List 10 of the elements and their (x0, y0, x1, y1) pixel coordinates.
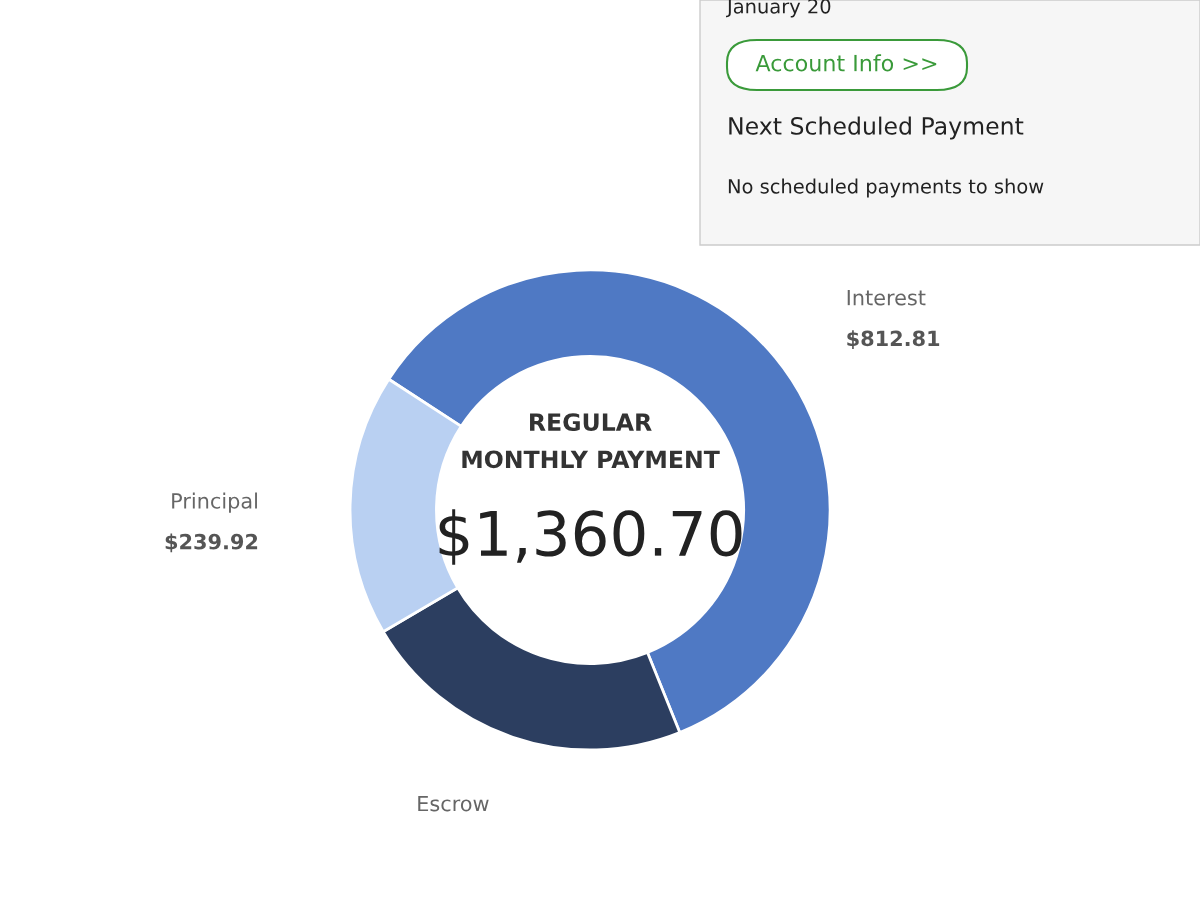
data-label: $812.81 (847, 330, 940, 350)
text: REGULAR MONTHLY PAYMENT (462, 413, 720, 469)
slice-label: Principal (172, 492, 257, 513)
text: Next Scheduled Payment (729, 116, 1024, 140)
slice-label: Escrow (418, 795, 489, 812)
text: Account Info >> (755, 54, 937, 72)
text: No scheduled payments to show (728, 178, 1044, 198)
slice-label: Interest (847, 289, 926, 306)
text: $1,360.70 (439, 509, 742, 565)
data-label: $239.92 (165, 533, 258, 553)
